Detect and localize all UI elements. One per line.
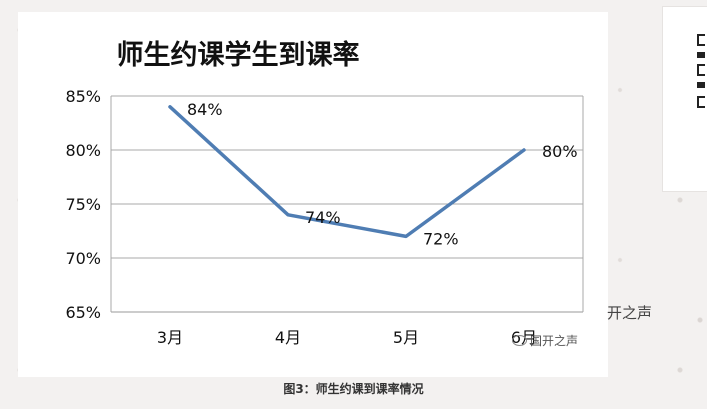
data-label: 84% [187,100,223,119]
data-label: 80% [542,142,578,161]
data-label: 74% [305,208,341,227]
adjacent-slide-card [662,6,707,192]
side-glyph-mark [697,96,705,108]
y-tick-label: 80% [65,141,101,160]
side-glyph-mark [697,64,705,76]
y-tick-label: 85% [65,87,101,106]
watermark-text: 开之声 [607,304,653,322]
series-line [168,105,526,239]
y-tick-label: 65% [65,303,101,322]
y-tick-label: 70% [65,249,101,268]
data-label: 72% [423,229,459,248]
x-tick-label: 3月 [157,328,183,347]
wechat-icon [512,335,527,346]
side-glyph-mark [697,34,705,46]
watermark-badge: 国开之声 [512,332,578,349]
x-tick-label: 5月 [393,328,419,347]
x-tick-label: 4月 [275,328,301,347]
side-glyph-mark [697,82,705,88]
chart-title: 师生约课学生到课率 [117,39,360,71]
figure-caption: 图3：师生约课到课率情况 [283,382,424,396]
side-glyph-mark [697,52,705,58]
line-chart: 师生约课学生到课率 65%70%75%80%85% 3月 4月 5月 6月 84%74… [65,39,584,347]
y-tick-label: 75% [65,195,101,214]
watermark-badge-label: 国开之声 [530,334,579,348]
chart-card: 师生约课学生到课率 65% 70% 75% 80% 85% 3月 4月 5月 6月 84% 74… [18,12,608,377]
